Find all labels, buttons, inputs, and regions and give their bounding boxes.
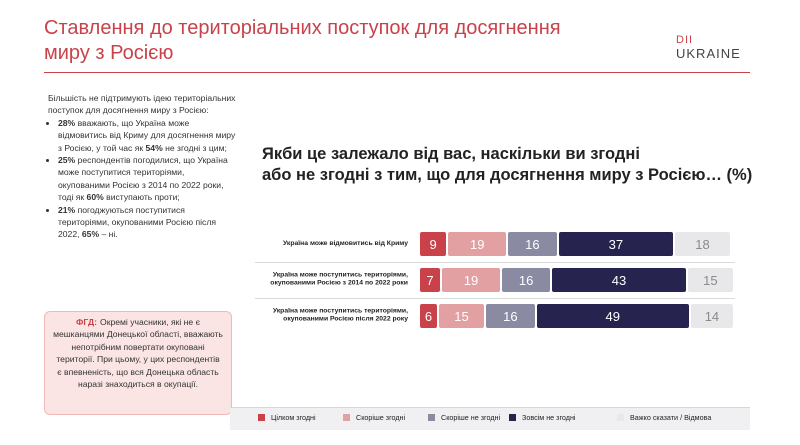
legend-label: Зовсім не згодні <box>522 413 576 422</box>
title-rule <box>44 72 750 73</box>
bar-segment: 43 <box>552 268 686 292</box>
chart-title: Якби це залежало від вас, наскільки ви з… <box>262 145 753 184</box>
legend-band <box>230 407 750 430</box>
bullet: 21% погоджуються поступитися територіями… <box>58 204 236 241</box>
data-label: 7 <box>426 272 434 288</box>
logo-top: DII <box>676 34 694 46</box>
bold-text: 60% <box>86 192 104 203</box>
intro-text: Більшість не підтримують ідею територіал… <box>48 93 236 116</box>
legend-item: Скоріше не згодні <box>428 413 500 422</box>
text: погоджуються поступитися територіями, ок… <box>58 204 216 240</box>
legend-swatch <box>343 414 350 421</box>
legend-swatch <box>509 414 516 421</box>
text: респондентів погодилися, що Україна може… <box>58 155 228 203</box>
data-label: 15 <box>703 272 718 288</box>
data-label: 16 <box>518 272 534 288</box>
data-label: 19 <box>470 236 485 252</box>
bar-segment: 19 <box>448 232 507 256</box>
bar-segment: 18 <box>675 232 730 256</box>
text: вважають, що Україна може відмовитись ві… <box>58 117 236 153</box>
legend-item: Цілком згодні <box>258 413 316 422</box>
bold-text: 25% <box>58 155 76 166</box>
bar-segment: 15 <box>438 304 485 328</box>
bar-segment: 15 <box>687 268 733 292</box>
legend-label: Важко сказати / Відмова <box>630 413 712 422</box>
category-label: Україна може відмовитись від Криму <box>282 239 408 247</box>
left-panel: Більшість не підтримують ідею територіал… <box>40 92 236 241</box>
bold-text: 65% <box>81 229 100 240</box>
data-label: 19 <box>463 272 479 288</box>
data-label: 43 <box>611 272 627 288</box>
fgd-note: ФГД: Окремі учасники, які не є мешканцями… <box>44 311 232 415</box>
data-label: 6 <box>424 308 433 324</box>
row-separator <box>255 262 735 263</box>
data-label: 9 <box>429 236 437 252</box>
bar-segment: 14 <box>690 304 733 328</box>
legend-item: Зовсім не згодні <box>509 413 576 422</box>
legend-item: Важко сказати / Відмова <box>617 413 711 422</box>
legend-item: Скоріше згодні <box>343 413 405 422</box>
note-label: ФГД: <box>76 317 98 327</box>
legend-swatch <box>428 414 435 421</box>
legend-swatch <box>258 414 265 421</box>
category-label: Україна може поступитись територіями, ок… <box>270 271 408 287</box>
legend-label: Скоріше не згодні <box>441 413 501 422</box>
logo-bottom: UKRAINE <box>676 46 741 61</box>
data-label: 14 <box>704 308 720 324</box>
slide-title: Ставлення до територіальних поступок для… <box>44 17 561 64</box>
bullet: 28% вважають, що Україна може відмовитис… <box>58 117 236 154</box>
bold-text: 28% <box>58 117 76 128</box>
data-label: 37 <box>608 236 624 252</box>
row-separator <box>255 298 735 299</box>
bar-segment: 16 <box>486 304 535 328</box>
category-label: Україна може поступитись територіями, ок… <box>272 307 408 323</box>
bar-segment: 7 <box>420 268 441 292</box>
bullet: 25% респондентів погодилися, що Україна … <box>58 154 236 204</box>
bold-text: 21% <box>58 204 76 215</box>
bar-segment: 49 <box>536 304 689 328</box>
bar-segment: 9 <box>420 232 447 256</box>
bold-text: 54% <box>145 142 163 153</box>
legend-swatch <box>617 414 624 421</box>
bar-segment: 16 <box>508 232 557 256</box>
bar-segment: 19 <box>442 268 500 292</box>
text: виступають проти; <box>103 192 180 203</box>
bar-segment: 37 <box>558 232 674 256</box>
data-label: 15 <box>454 308 469 324</box>
data-label: 49 <box>605 308 620 324</box>
bar-segment: 16 <box>501 268 551 292</box>
text: – ні. <box>99 229 118 240</box>
note-text: Окремі учасники, які не є мешканцями Дон… <box>53 317 223 390</box>
bullet-list: 28% вважають, що Україна може відмовитис… <box>40 117 236 241</box>
data-label: 16 <box>503 308 518 324</box>
legend-label: Цілком згодні <box>271 413 316 422</box>
data-label: 18 <box>695 236 710 252</box>
legend-label: Скоріше згодні <box>356 413 406 422</box>
data-label: 16 <box>525 236 540 252</box>
text: не згодні з цим; <box>162 142 227 153</box>
bar-segment: 6 <box>420 304 437 328</box>
